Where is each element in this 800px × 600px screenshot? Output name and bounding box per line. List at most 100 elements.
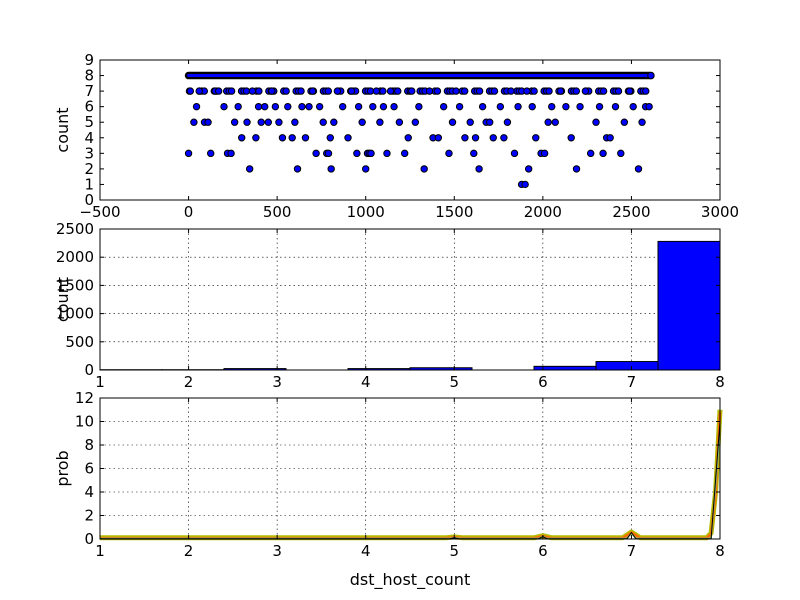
scatter-point xyxy=(347,87,356,95)
scatter-point xyxy=(234,102,242,111)
scatter-point xyxy=(466,118,474,126)
y-tick-label: 4 xyxy=(84,483,94,501)
scatter-point xyxy=(556,87,565,95)
x-tick-label: 5 xyxy=(450,542,460,560)
y-tick-label: 3 xyxy=(84,144,94,162)
scatter-point xyxy=(248,87,257,95)
scatter-point xyxy=(238,134,246,142)
scatter-point xyxy=(243,118,251,126)
scatter-point xyxy=(576,102,584,111)
scatter-point xyxy=(489,134,497,142)
scatter-point xyxy=(514,102,522,111)
scatter-point xyxy=(268,87,276,95)
scatter-point xyxy=(617,149,625,158)
scatter-point xyxy=(490,87,499,95)
scatter-point xyxy=(293,165,302,173)
scatter-point xyxy=(271,102,280,111)
histogram-bar xyxy=(595,361,659,371)
x-axis-label: dst_host_count xyxy=(350,570,470,590)
scatter-point xyxy=(305,102,313,111)
x-tick-label: 1 xyxy=(95,373,105,391)
scatter-point xyxy=(567,134,575,142)
scatter-point xyxy=(475,87,484,95)
y-tick-label: 10 xyxy=(75,413,94,431)
x-tick-label: 2 xyxy=(184,542,194,560)
scatter-point xyxy=(204,118,212,126)
scatter-point xyxy=(404,134,412,142)
scatter-point xyxy=(220,102,228,111)
scatter-point xyxy=(264,118,272,126)
scatter-point xyxy=(252,134,260,142)
scatter-point xyxy=(354,102,363,111)
scatter-point xyxy=(415,102,423,111)
scatter-point xyxy=(330,118,338,126)
scatter-point xyxy=(301,134,310,142)
x-tick-label: 1000 xyxy=(347,203,385,221)
scatter-point xyxy=(379,102,388,111)
scatter-point xyxy=(319,118,327,126)
y-tick-label: 12 xyxy=(75,389,94,407)
scatter-point xyxy=(386,87,395,95)
x-tick-label: 4 xyxy=(361,373,371,391)
scatter-point xyxy=(190,118,198,126)
x-tick-label: 6 xyxy=(538,542,548,560)
scatter-point xyxy=(411,118,420,126)
scatter-point xyxy=(642,87,650,95)
scatter-point xyxy=(461,134,469,142)
scatter-point xyxy=(282,87,290,95)
scatter-point xyxy=(362,165,370,173)
scatter-point xyxy=(500,134,508,142)
scatter-point xyxy=(551,118,559,126)
y-tick-label: 2 xyxy=(84,507,94,525)
x-tick-label: 1 xyxy=(95,542,105,560)
scatter-point xyxy=(227,87,236,95)
scatter-point xyxy=(327,165,335,173)
scatter-point xyxy=(572,165,581,173)
scatter-point xyxy=(257,118,265,126)
scatter-point xyxy=(338,102,347,111)
scatter-point xyxy=(192,102,201,111)
y-axis-label: count xyxy=(53,107,72,152)
histogram-bar xyxy=(657,240,721,371)
scatter-point xyxy=(383,149,391,158)
scatter-point xyxy=(230,118,239,126)
y-tick-label: 500 xyxy=(65,333,94,351)
scatter-point xyxy=(288,134,296,142)
x-tick-label: 1500 xyxy=(435,203,473,221)
x-tick-label: 8 xyxy=(715,373,725,391)
scatter-point xyxy=(394,87,402,95)
scatter-point xyxy=(595,102,604,111)
y-tick-label: 6 xyxy=(84,98,94,116)
scatter-point xyxy=(379,87,387,95)
density-line xyxy=(100,421,721,540)
density-line xyxy=(100,412,722,540)
scatter-point xyxy=(475,165,483,173)
scatter-point xyxy=(530,87,538,95)
scatter-point xyxy=(344,134,352,142)
scatter-point xyxy=(540,149,549,158)
y-tick-label: 1000 xyxy=(56,305,94,323)
scatter-point xyxy=(291,118,299,126)
scatter-point xyxy=(645,102,653,111)
y-tick-label: 8 xyxy=(84,67,94,85)
scatter-point xyxy=(544,118,552,126)
scatter-point xyxy=(324,87,333,95)
scatter-point xyxy=(376,118,384,126)
scatter-point xyxy=(524,165,533,173)
scatter-point xyxy=(496,102,505,111)
scatter-point xyxy=(261,102,269,111)
y-tick-label: 2000 xyxy=(56,248,94,266)
scatter-point xyxy=(298,102,306,111)
scatter-point xyxy=(367,149,375,158)
y-tick-label: 2 xyxy=(84,160,94,178)
x-tick-label: −500 xyxy=(79,203,120,221)
scatter-point xyxy=(297,87,305,95)
scatter-point xyxy=(369,102,377,111)
scatter-point xyxy=(629,102,637,111)
y-tick-label: 5 xyxy=(84,113,94,131)
x-tick-label: 3 xyxy=(272,542,282,560)
scatter-point xyxy=(606,134,614,142)
scatter-point xyxy=(312,149,320,158)
scatter-point xyxy=(400,149,409,158)
